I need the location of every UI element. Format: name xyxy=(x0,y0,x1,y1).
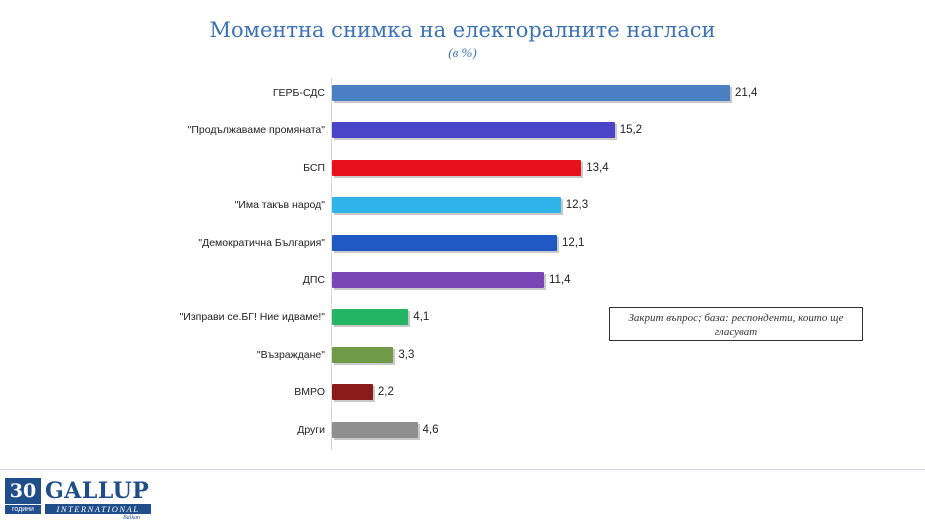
bar xyxy=(332,309,409,326)
chart-subtitle: (в %) xyxy=(448,45,477,60)
logo-region: Balkan xyxy=(123,515,140,521)
chart-title: Моментна снимка на електоралните нагласи xyxy=(209,18,716,42)
bar xyxy=(332,346,394,363)
bar xyxy=(332,272,545,288)
category-label: ВМРО xyxy=(294,386,325,399)
value-label: 3,3 xyxy=(398,348,415,361)
value-label: 4,6 xyxy=(422,423,439,436)
logo-brand: GALLUP xyxy=(45,478,150,504)
category-label: "Възраждане" xyxy=(256,348,325,361)
logo-anniversary-number: 30 xyxy=(5,478,41,504)
value-label: 12,3 xyxy=(565,199,589,212)
bar xyxy=(332,384,373,401)
category-label: ГЕРБ-СДС xyxy=(272,87,325,99)
value-label: 11,4 xyxy=(549,274,571,286)
footer-divider xyxy=(0,469,925,470)
bar xyxy=(332,197,561,214)
bar xyxy=(332,85,730,101)
bar xyxy=(332,159,582,176)
bar xyxy=(332,122,615,139)
chart-annotation-box: Закрит въпрос; база: респонденти, които … xyxy=(609,307,863,341)
value-label: 2,2 xyxy=(377,386,394,399)
value-label: 21,4 xyxy=(735,87,758,99)
category-label: "Изправи се.БГ! Ние идваме!" xyxy=(179,311,325,324)
logo-tagline: INTERNATIONAL xyxy=(45,504,151,514)
value-label: 12,1 xyxy=(562,236,585,249)
category-label: "Демократична България" xyxy=(198,236,325,249)
gallup-logo: 30 години GALLUP INTERNATIONAL Balkan xyxy=(5,478,165,521)
logo-years-label: години xyxy=(5,505,41,514)
category-label: ДПС xyxy=(302,274,325,286)
bar xyxy=(332,421,418,438)
value-label: 13,4 xyxy=(586,161,609,174)
value-label: 4,1 xyxy=(413,311,430,324)
category-label: БСП xyxy=(303,161,325,174)
category-label: Други xyxy=(297,423,325,436)
bar xyxy=(332,234,558,251)
category-label: "Има такъв народ" xyxy=(234,199,325,212)
value-label: 15,2 xyxy=(619,124,643,137)
category-axis-line xyxy=(331,78,332,450)
category-label: "Продължаваме промяната" xyxy=(187,124,325,137)
